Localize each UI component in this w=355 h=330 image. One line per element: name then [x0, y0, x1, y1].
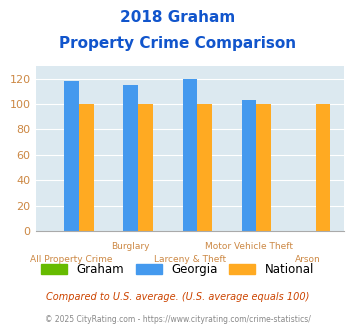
Bar [242, 100, 256, 231]
Text: Motor Vehicle Theft: Motor Vehicle Theft [205, 242, 293, 251]
Text: Larceny & Theft: Larceny & Theft [154, 255, 226, 264]
Text: Compared to U.S. average. (U.S. average equals 100): Compared to U.S. average. (U.S. average … [46, 292, 309, 302]
Bar [182, 79, 197, 231]
Bar [79, 104, 94, 231]
Text: 2018 Graham: 2018 Graham [120, 10, 235, 25]
Bar [124, 85, 138, 231]
Bar [138, 104, 153, 231]
Text: Burglary: Burglary [111, 242, 150, 251]
Text: © 2025 CityRating.com - https://www.cityrating.com/crime-statistics/: © 2025 CityRating.com - https://www.city… [45, 315, 310, 324]
Bar [316, 104, 330, 231]
Legend: Graham, Georgia, National: Graham, Georgia, National [36, 258, 319, 281]
Bar [197, 104, 212, 231]
Text: Arson: Arson [295, 255, 321, 264]
Text: Property Crime Comparison: Property Crime Comparison [59, 36, 296, 51]
Bar [256, 104, 271, 231]
Text: All Property Crime: All Property Crime [31, 255, 113, 264]
Bar [64, 81, 79, 231]
